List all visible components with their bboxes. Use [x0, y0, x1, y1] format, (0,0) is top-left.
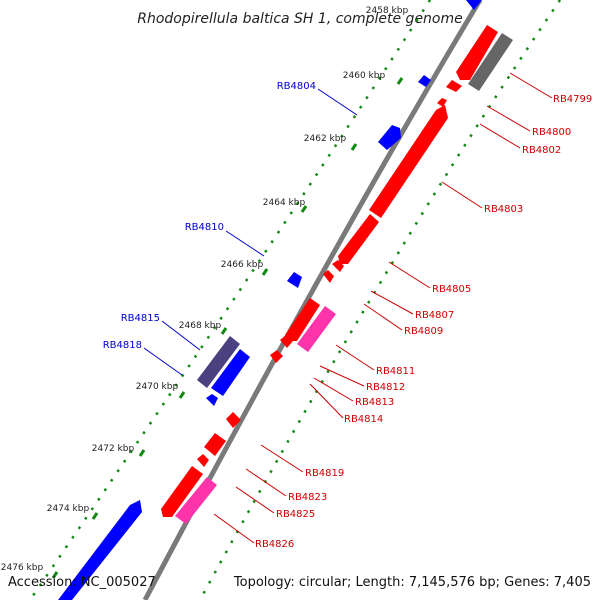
reverse-gene	[323, 270, 334, 283]
forward-gene-large	[58, 500, 142, 600]
reverse-gene	[280, 335, 293, 348]
reverse-gene-rb4803	[369, 105, 448, 218]
inner-guide-line	[198, 0, 562, 600]
gene-label-rb4815[interactable]: RB4815	[121, 313, 160, 324]
trna-feature-rb4825	[175, 477, 217, 524]
gene-label-rb4800[interactable]: RB4800	[532, 127, 571, 138]
gene-label-rb4818[interactable]: RB4818	[103, 340, 142, 351]
forward-label-leaders	[143, 88, 358, 376]
gene-label-rb4826[interactable]: RB4826	[255, 539, 294, 550]
reverse-gene-rb4805	[338, 214, 379, 264]
reverse-gene	[332, 260, 344, 272]
gene-label-rb4807[interactable]: RB4807	[415, 310, 454, 321]
reverse-gene-rb4823	[161, 466, 203, 517]
gene-label-rb4825[interactable]: RB4825	[276, 509, 315, 520]
accession-text: Accession: NC_005027	[8, 575, 156, 590]
forward-gene	[206, 394, 218, 406]
reverse-gene	[446, 80, 462, 92]
tick-label: 2468 kbp	[179, 321, 222, 331]
outer-guide-line	[28, 0, 432, 600]
label-leaders	[213, 72, 553, 544]
gene-label-rb4805[interactable]: RB4805	[432, 284, 471, 295]
tick-label: 2476 kbp	[1, 563, 44, 573]
map-title: Rhodopirellula baltica SH 1, complete ge…	[137, 11, 463, 27]
gene-label-rb4809[interactable]: RB4809	[404, 326, 443, 337]
tick-labels: 2458 kbp 2460 kbp 2462 kbp 2464 kbp 2466…	[1, 6, 409, 573]
forward-gene-rb4804	[378, 125, 401, 150]
tick-label: 2466 kbp	[221, 260, 264, 270]
tick-label: 2458 kbp	[366, 6, 409, 16]
tick-label: 2460 kbp	[343, 71, 386, 81]
gene-label-rb4819[interactable]: RB4819	[305, 468, 344, 479]
forward-gene	[287, 272, 302, 288]
tick-marks	[51, 77, 404, 579]
rrna-feature	[197, 336, 240, 388]
gene-label-rb4803[interactable]: RB4803	[484, 204, 523, 215]
reverse-gene-labels: RB4799 RB4800 RB4802 RB4803 RB4805 RB480…	[255, 94, 592, 550]
gene-label-rb4812[interactable]: RB4812	[366, 382, 405, 393]
tick-label: 2462 kbp	[304, 134, 347, 144]
forward-gene-rb4818	[211, 349, 250, 396]
forward-features	[58, 0, 482, 600]
gene-label-rb4814[interactable]: RB4814	[344, 414, 383, 425]
tick-label: 2464 kbp	[263, 198, 306, 208]
forward-gene	[418, 75, 431, 87]
reverse-gene-rb4819	[204, 433, 226, 456]
trna-feature-rb4811	[297, 306, 336, 352]
gene-label-rb4811[interactable]: RB4811	[376, 366, 415, 377]
gene-label-rb4813[interactable]: RB4813	[355, 397, 394, 408]
gene-label-rb4810[interactable]: RB4810	[185, 222, 224, 233]
other-feature-rb4800	[468, 33, 513, 91]
gene-label-rb4802[interactable]: RB4802	[522, 145, 561, 156]
reverse-gene-rb4799	[456, 25, 498, 80]
forward-gene-labels: RB4804 RB4810 RB4815 RB4818	[103, 81, 316, 351]
topology-text: Topology: circular; Length: 7,145,576 bp…	[233, 575, 591, 590]
gene-label-rb4799[interactable]: RB4799	[553, 94, 592, 105]
reverse-gene-rb4811	[285, 298, 320, 341]
forward-gene	[466, 0, 482, 10]
gene-label-rb4804[interactable]: RB4804	[277, 81, 316, 92]
reverse-features	[161, 25, 513, 524]
reverse-gene	[437, 98, 447, 107]
reverse-gene	[197, 454, 209, 467]
tick-label: 2474 kbp	[47, 504, 90, 514]
reverse-gene	[270, 350, 283, 363]
reverse-gene	[226, 412, 241, 428]
gene-label-rb4823[interactable]: RB4823	[288, 492, 327, 503]
tick-label: 2472 kbp	[92, 444, 135, 454]
tick-label: 2470 kbp	[136, 382, 179, 392]
